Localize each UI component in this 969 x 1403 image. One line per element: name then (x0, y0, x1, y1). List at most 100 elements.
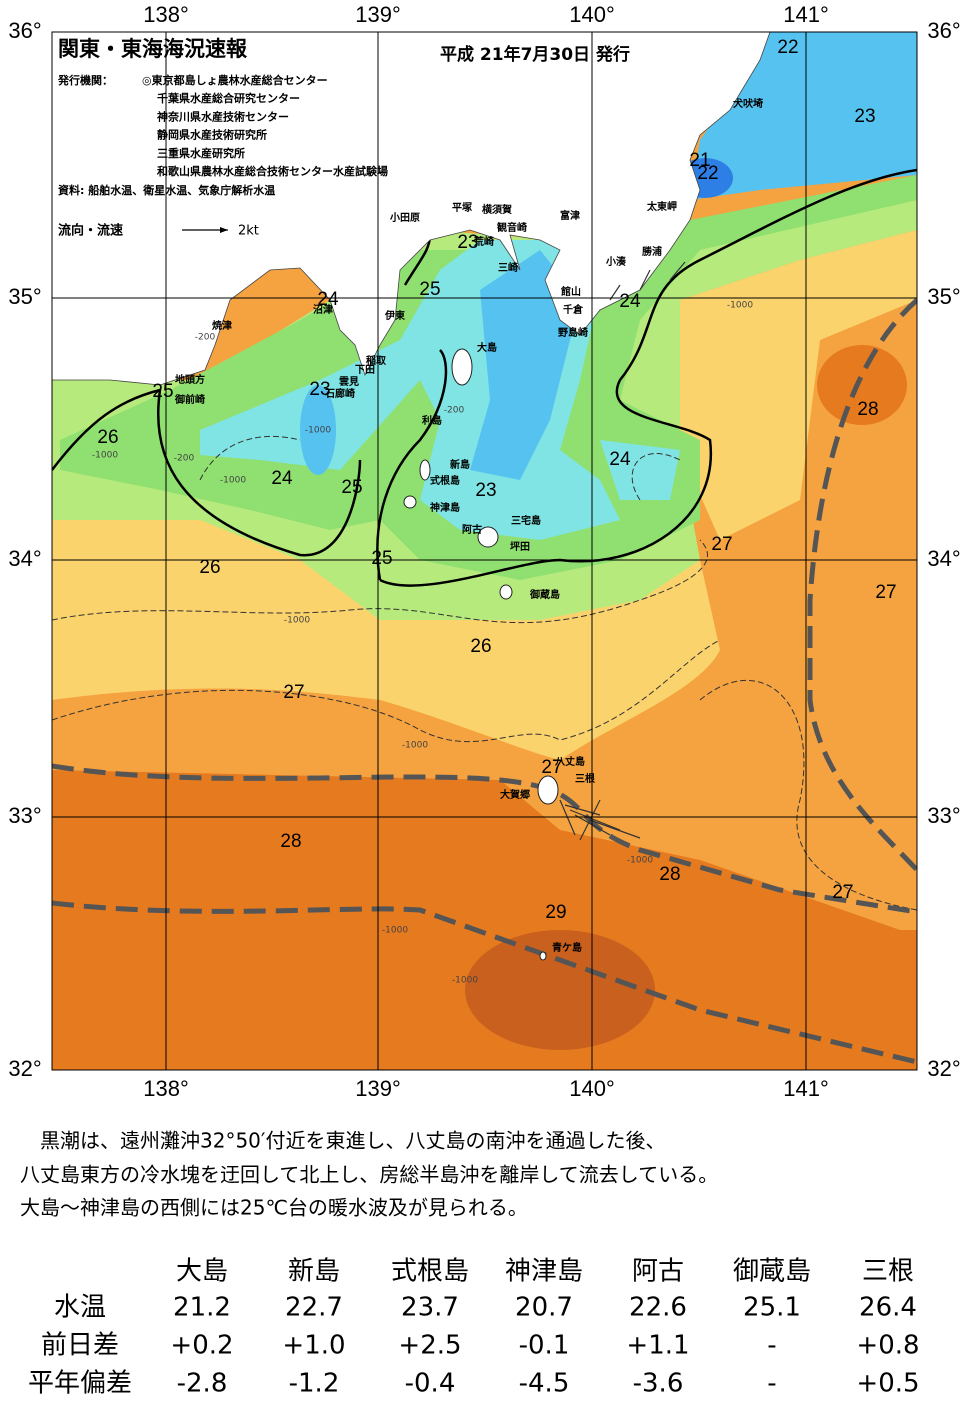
table-cell: 20.7 (515, 1293, 573, 1323)
isotherm-label: 28 (857, 399, 878, 420)
lon-label-top: 140° (569, 2, 615, 27)
table-header: 式根島 (391, 1257, 469, 1287)
place-name: 館山 (560, 285, 581, 298)
place-name: 勝浦 (642, 245, 662, 258)
isotherm-label: 23 (475, 480, 496, 501)
table-cell: 22.6 (629, 1293, 687, 1323)
isotherm-label: 22 (697, 163, 718, 184)
lon-label-bottom: 138° (143, 1076, 189, 1101)
lat-label-left: 33° (8, 803, 41, 828)
depth-label: -200 (195, 333, 216, 343)
table-cell: -3.6 (633, 1369, 684, 1399)
table-cell: -2.8 (177, 1369, 228, 1399)
place-name: 横須賀 (482, 203, 512, 216)
lat-label-right: 35° (927, 284, 960, 309)
depth-label: -200 (444, 406, 465, 416)
summary-line: 黒潮は、遠州灘沖32°50′付近を東進し、八丈島の南沖を通過した後、 (40, 1129, 665, 1153)
place-name: 荒崎 (473, 235, 494, 248)
place-name: 千倉 (563, 303, 584, 316)
thin-contours (52, 435, 917, 911)
lon-label-bottom: 139° (355, 1076, 401, 1101)
table-cell: +0.5 (856, 1369, 919, 1399)
isotherm-label: 23 (457, 232, 478, 253)
sea-22 (300, 385, 336, 475)
table-row-label: 平年偏差 (28, 1369, 132, 1399)
lat-label-right: 36° (927, 18, 960, 43)
land (52, 32, 771, 386)
table-header: 大島 (176, 1257, 228, 1287)
isotherm-label: 25 (341, 477, 362, 498)
summary-line: 八丈島東方の冷水塊を迂回して北上し、房総半島沖を離岸して流去している。 (20, 1163, 718, 1187)
depth-label: -1000 (402, 741, 428, 751)
current-scale-arrowhead (220, 227, 228, 233)
place-name: 富津 (560, 209, 580, 222)
isotherm-label: 26 (97, 427, 118, 448)
graticule (52, 32, 917, 1070)
lat-label-left: 35° (8, 284, 41, 309)
agency: 神奈川県水産技術センター (157, 109, 289, 123)
isotherm-label: 23 (854, 106, 875, 127)
table-cell: 25.1 (743, 1293, 801, 1323)
current-legend: 流向・流速 (58, 223, 123, 239)
kuroshio-axis (52, 298, 917, 1065)
issue-date: 平成 21年7月30日 発行 (440, 44, 630, 65)
table-header: 三根 (862, 1257, 914, 1287)
sea-29 (465, 930, 655, 1050)
place-name: 神津島 (430, 501, 460, 514)
sea-28 (52, 770, 917, 1070)
depth-label: -200 (174, 454, 195, 464)
place-name: 稲取 (366, 354, 387, 367)
isotherm-label: 27 (283, 682, 304, 703)
place-name: 雲見 (339, 376, 359, 388)
table-cell: +0.8 (856, 1331, 919, 1361)
isotherm-label: 24 (271, 468, 293, 489)
depth-label: -1000 (284, 616, 310, 626)
isotherm-label: 25 (419, 279, 440, 300)
place-name: 三根 (575, 772, 595, 785)
sea-22 (470, 250, 580, 480)
isotherm-label: 24 (317, 289, 339, 310)
place-name: 八丈島 (554, 755, 585, 768)
depth-label: -1000 (382, 926, 408, 936)
isotherm-label: 26 (199, 557, 220, 578)
place-name: 大賀郷 (500, 788, 530, 801)
place-name: 平塚 (452, 201, 472, 214)
isotherm-label: 24 (609, 449, 631, 470)
place-name: 御蔵島 (529, 588, 560, 601)
table-cell: -0.4 (405, 1369, 456, 1399)
lon-label-top: 141° (783, 2, 829, 27)
isotherm-label: 26 (470, 636, 491, 657)
table-cell: -1.2 (289, 1369, 340, 1399)
isotherm-label: 27 (541, 757, 562, 778)
place-name: 石廊崎 (324, 387, 355, 400)
depth-label: -1000 (627, 856, 653, 866)
lat-label-right: 34° (927, 546, 960, 571)
isotherm-label: 25 (371, 548, 392, 569)
place-name: 太東岬 (646, 200, 677, 213)
agency: 静岡県水産技術研究所 (157, 128, 267, 142)
isotherm-label: 25 (152, 381, 173, 402)
place-name: 利島 (422, 414, 442, 427)
table-header: 御蔵島 (733, 1257, 811, 1287)
place-name: 小湊 (605, 255, 627, 268)
agency: 和歌山県農林水産総合技術センター水産試験場 (157, 164, 388, 178)
isotherm-label: 21 (689, 150, 710, 171)
isotherm-label: 28 (280, 831, 301, 852)
lat-label-left: 34° (8, 546, 41, 571)
isotherm-label: 27 (875, 582, 896, 603)
isotherm-label: 27 (832, 882, 853, 903)
table-cell: 21.2 (173, 1293, 231, 1323)
sea-28 (817, 345, 907, 425)
place-name: 三崎 (498, 261, 518, 274)
depth-label: -1000 (452, 976, 478, 986)
table-cell: - (767, 1331, 776, 1361)
isotherm-label: 22 (777, 37, 798, 58)
table-cell: +1.0 (282, 1331, 345, 1361)
place-name: 坪田 (510, 540, 530, 553)
summary-line: 大島～神津島の西側には25℃台の暖水波及が見られる。 (20, 1196, 528, 1220)
islands (403, 348, 559, 961)
sea-23 (600, 440, 680, 500)
place-name: 犬吠埼 (733, 97, 763, 110)
table-cell: 23.7 (401, 1293, 459, 1323)
